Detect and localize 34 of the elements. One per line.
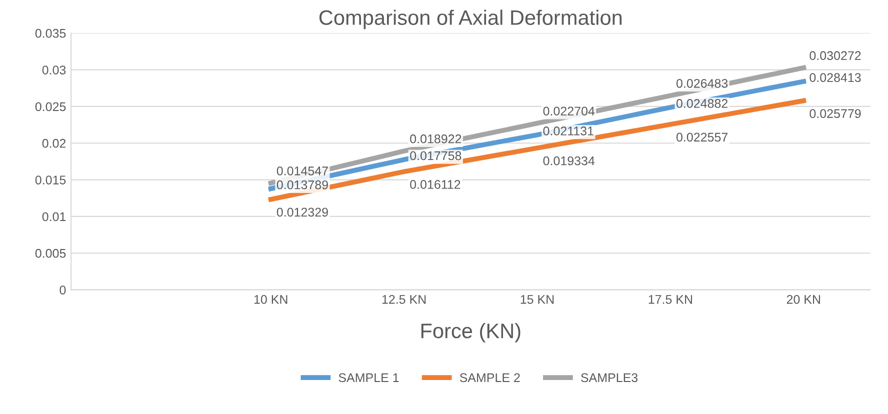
data-label: 0.018922 [410, 134, 462, 144]
data-label: 0.030272 [810, 51, 861, 60]
data-label: 0.013789 [276, 180, 328, 190]
x-tick-label: 10 KN [254, 294, 288, 304]
y-tick-label: 0.015 [35, 176, 66, 184]
data-label: 0.016112 [410, 180, 460, 189]
x-tick-label: 20 KN [786, 294, 820, 304]
data-label: 0.022704 [543, 106, 595, 116]
data-label: 0.022557 [676, 132, 728, 142]
y-tick-label: 0.01 [42, 212, 66, 222]
data-label: 0.024882 [676, 99, 728, 108]
y-tick-label: 0.02 [42, 138, 66, 148]
data-label: 0.028413 [810, 73, 861, 82]
x-tick-label: 15 KN [520, 295, 554, 304]
data-label: 0.019334 [543, 156, 595, 166]
data-label: 0.012329 [276, 208, 328, 217]
legend-label: SAMPLE 2 [460, 373, 520, 382]
x-tick-label: 17.5 KN [648, 295, 692, 304]
legend-label: SAMPLE 1 [338, 373, 399, 382]
data-label: 0.025779 [810, 109, 861, 118]
chart-title: Comparison of Axial Deformation [319, 10, 622, 30]
y-tick-label: 0.035 [35, 28, 66, 38]
legend-label: SAMPLE3 [581, 373, 638, 382]
y-tick-label: 0 [60, 286, 66, 294]
y-tick-label: 0.005 [35, 248, 66, 258]
data-label: 0.026483 [676, 78, 728, 88]
line-series [268, 98, 806, 202]
data-label: 0.017758 [410, 151, 462, 160]
y-tick-label: 0.025 [35, 102, 66, 112]
y-tick-label: 0.03 [42, 66, 66, 74]
data-label: 0.014547 [276, 166, 328, 176]
x-tick-label: 12.5 KN [382, 294, 426, 304]
x-axis-title: Force (KN) [421, 322, 520, 342]
data-label: 0.021131 [543, 126, 594, 136]
